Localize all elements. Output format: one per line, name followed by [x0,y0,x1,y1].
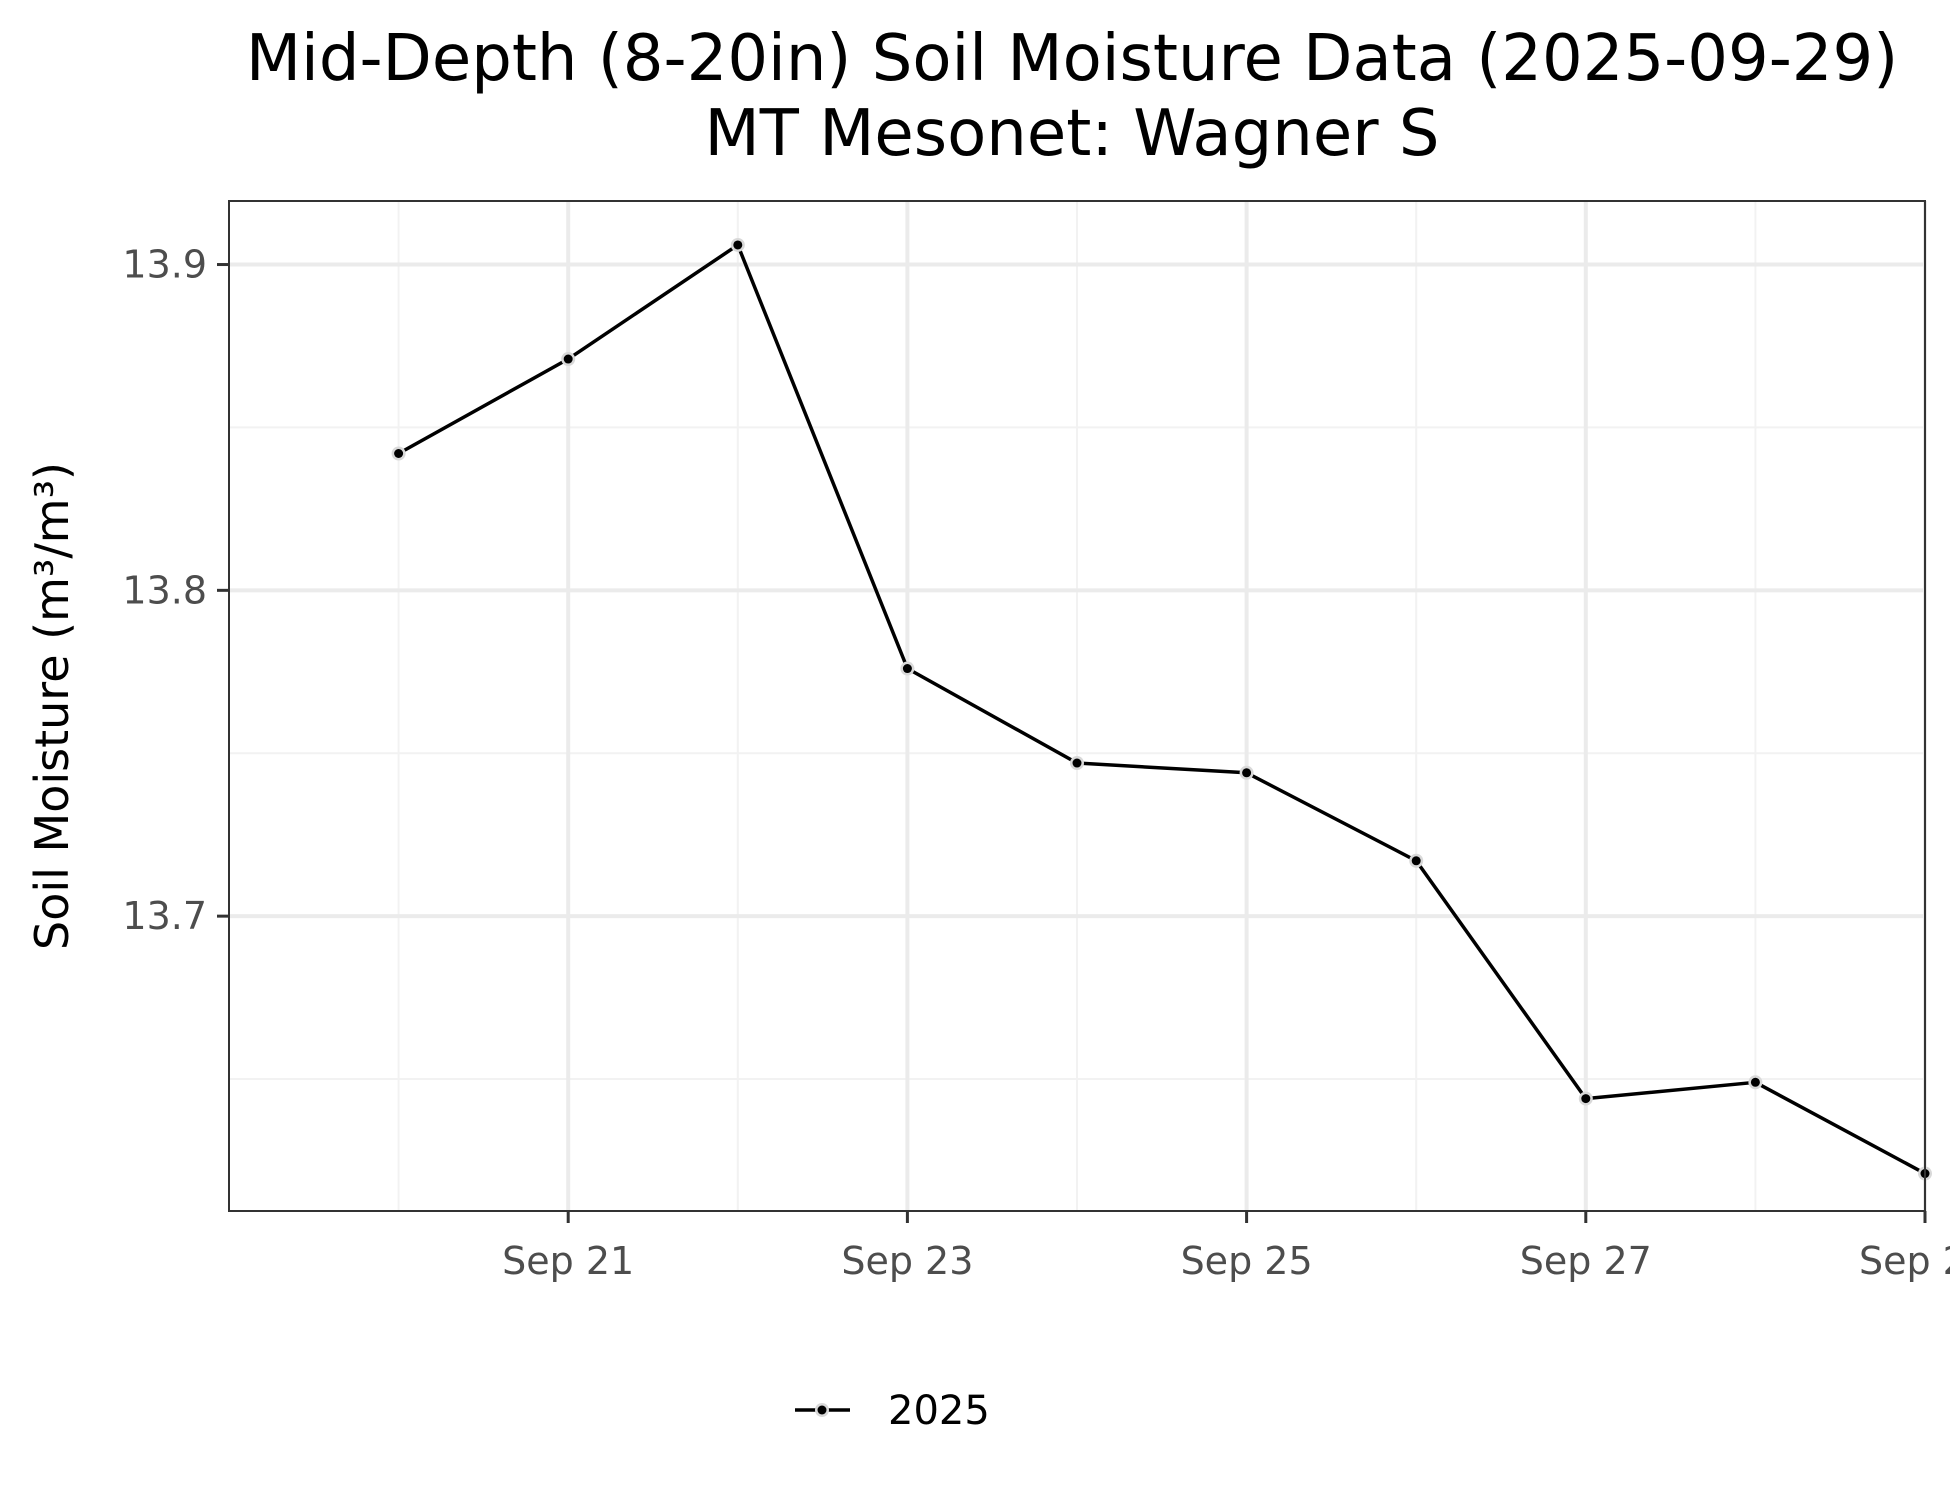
chart-title-line1: Mid-Depth (8-20in) Soil Moisture Data (2… [246,22,1898,96]
data-point [563,354,573,364]
legend-key-point [817,1405,827,1415]
y-axis-title: Soil Moisture (m³/m³) [25,462,79,950]
x-tick-label: Sep 29 [1859,1239,1950,1283]
legend-label: 2025 [888,1388,990,1434]
data-point [733,240,743,250]
x-tick-label: Sep 23 [841,1239,973,1283]
data-point [1581,1094,1591,1104]
data-point [1411,856,1421,866]
tick-layer: Sep 21 Sep 23 Sep 25 Sep 27 Sep 29 13.7 13.8 13… [122,243,1950,1283]
y-tick-label: 13.8 [122,568,207,612]
data-point [902,664,912,674]
plot-panel-border [228,200,1926,1212]
data-point [1242,768,1252,778]
grid-layer [229,201,1927,1211]
x-tick-label: Sep 27 [1520,1239,1652,1283]
y-tick-label: 13.9 [122,243,207,287]
y-tick-label: 13.7 [122,894,207,938]
series-line-2025 [397,243,1926,1176]
series-layer [391,237,1932,1181]
data-point [1750,1077,1760,1087]
data-point [394,449,404,458]
x-tick-label: Sep 25 [1181,1239,1313,1283]
chart-title-line2: MT Mesonet: Wagner S [705,97,1440,171]
x-tick-label: Sep 21 [502,1239,634,1283]
legend: 2025 [795,1388,990,1434]
data-point [1072,758,1082,768]
